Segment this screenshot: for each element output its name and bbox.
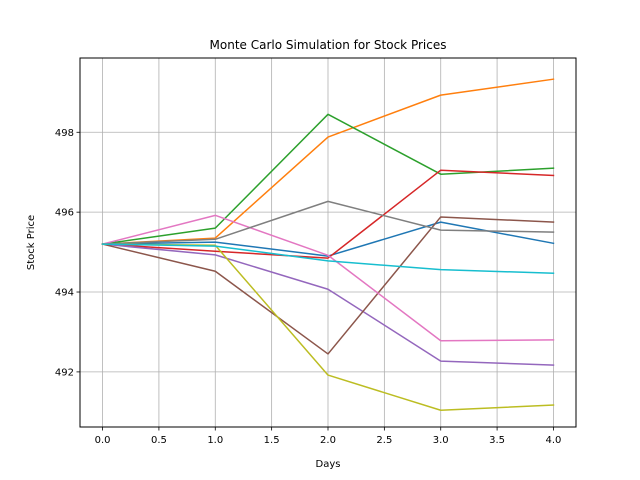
y-tick-label: 494 [55, 288, 74, 299]
x-tick-label: 0.5 [151, 435, 167, 446]
x-axis-label: Days [316, 459, 341, 470]
y-tick-label: 498 [55, 128, 74, 139]
axis-ticks: 0.0 0.5 1.0 1.5 2.0 2.5 3.0 3.5 4.0 492 494 496 498 [55, 128, 562, 446]
series-line-5 [101, 243, 555, 366]
grid [80, 58, 576, 427]
y-tick-label: 496 [55, 208, 74, 219]
chart-title: Monte Carlo Simulation for Stock Prices [210, 38, 447, 52]
x-tick-label: 2.0 [320, 435, 336, 446]
series-line-4 [101, 169, 555, 259]
series-line-8 [101, 200, 555, 245]
y-axis-label: Stock Price [26, 215, 37, 270]
x-tick-label: 3.0 [433, 435, 449, 446]
series-line-6 [101, 216, 555, 355]
x-tick-label: 4.0 [546, 435, 562, 446]
x-tick-label: 0.0 [95, 435, 111, 446]
y-tick-label: 492 [55, 367, 74, 378]
x-tick-label: 2.5 [376, 435, 392, 446]
x-tick-label: 1.5 [264, 435, 280, 446]
x-tick-label: 3.5 [489, 435, 505, 446]
series-line-7 [101, 214, 555, 342]
x-tick-label: 1.0 [207, 435, 223, 446]
series-line-10 [101, 243, 555, 275]
series-lines [101, 78, 555, 411]
series-line-2 [101, 78, 555, 245]
